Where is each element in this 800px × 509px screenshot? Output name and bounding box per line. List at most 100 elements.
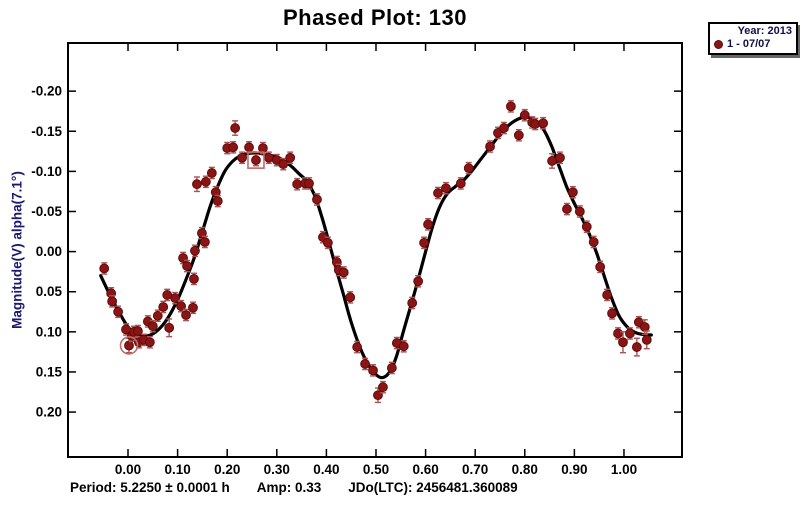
data-point xyxy=(176,301,186,312)
data-point xyxy=(197,228,207,239)
data-point xyxy=(345,292,356,303)
data-point xyxy=(170,293,181,304)
data-point xyxy=(133,326,143,336)
data-point xyxy=(641,334,652,345)
data-point xyxy=(278,159,289,170)
amplitude-value: Amp: 0.33 xyxy=(256,480,322,495)
data-point xyxy=(352,342,363,352)
data-point xyxy=(419,237,430,248)
y-tick-label: 0.10 xyxy=(36,324,62,339)
data-point xyxy=(304,178,314,189)
data-point xyxy=(190,245,200,256)
data-point xyxy=(574,206,585,217)
x-tick-label: 0.20 xyxy=(214,462,240,477)
data-point xyxy=(164,322,175,333)
data-point xyxy=(99,263,110,274)
legend-box: Year: 2013 1 - 07/07 xyxy=(708,22,798,55)
fit-curve xyxy=(99,115,653,380)
legend-session-entry: 1 - 07/07 xyxy=(714,38,792,51)
chart-title: Phased Plot: 130 xyxy=(282,5,468,30)
legend-session-label: 1 - 07/07 xyxy=(727,38,771,50)
data-point xyxy=(562,204,572,214)
data-point xyxy=(312,194,322,205)
data-point xyxy=(625,328,635,339)
data-point xyxy=(200,176,211,187)
data-point xyxy=(199,237,210,247)
data-point xyxy=(455,178,466,189)
data-point xyxy=(485,141,495,152)
data-point xyxy=(338,267,349,278)
x-tick-label: 0.00 xyxy=(115,462,141,477)
data-point xyxy=(113,306,123,317)
data-point xyxy=(607,308,617,319)
x-tick-label: 0.60 xyxy=(412,462,438,477)
data-point xyxy=(433,188,443,198)
data-point xyxy=(107,296,118,307)
x-tick-label: 1.00 xyxy=(611,462,637,477)
x-tick-label: 0.40 xyxy=(313,462,339,477)
data-point xyxy=(519,110,530,121)
data-point xyxy=(181,310,191,320)
data-point xyxy=(230,123,241,133)
y-tick-label: 0.20 xyxy=(36,405,62,420)
data-point xyxy=(555,152,565,163)
plot-frame xyxy=(67,42,683,458)
y-tick-label: -0.10 xyxy=(31,164,62,179)
legend-year-label: Year: 2013 xyxy=(737,25,792,37)
data-point xyxy=(581,221,592,232)
data-point xyxy=(147,321,158,332)
data-point xyxy=(192,179,202,190)
x-tick-label: 0.10 xyxy=(164,462,190,477)
y-tick-label: 0.05 xyxy=(36,284,63,299)
data-point xyxy=(595,261,606,272)
data-point xyxy=(538,118,549,129)
x-tick-label: 0.50 xyxy=(363,462,389,477)
data-point xyxy=(144,337,155,348)
data-point xyxy=(206,168,217,178)
y-tick-label: -0.15 xyxy=(31,124,62,139)
y-tick-label: 0.15 xyxy=(36,364,63,379)
data-point xyxy=(188,302,198,313)
data-point xyxy=(244,142,254,153)
data-point xyxy=(368,365,378,376)
data-point xyxy=(124,340,134,351)
data-point xyxy=(152,310,163,321)
data-point xyxy=(423,219,433,230)
x-tick-label: 0.90 xyxy=(561,462,587,477)
data-point xyxy=(258,143,268,154)
data-point xyxy=(505,101,516,112)
data-point xyxy=(413,276,424,287)
data-point xyxy=(378,382,388,393)
jdo-value: JDo(LTC): 2456481.360089 xyxy=(348,480,518,495)
data-point xyxy=(588,237,599,247)
data-point xyxy=(322,237,333,248)
data-point xyxy=(463,163,474,174)
data-point xyxy=(386,363,397,373)
circled-point-marker xyxy=(119,336,139,355)
period-value: Period: 5.2250 ± 0.0001 h xyxy=(70,480,230,495)
data-point xyxy=(251,155,261,166)
series-marker-icon xyxy=(714,40,723,49)
x-tick-label: 0.30 xyxy=(264,462,290,477)
data-point xyxy=(360,359,370,369)
data-point xyxy=(639,322,650,332)
data-point xyxy=(618,337,628,348)
data-point xyxy=(212,196,223,206)
data-point xyxy=(499,123,509,133)
data-point xyxy=(407,298,418,308)
x-tick-label: 0.70 xyxy=(462,462,488,477)
y-tick-label: -0.05 xyxy=(31,204,62,219)
data-point xyxy=(398,341,409,352)
stats-line: Period: 5.2250 ± 0.0001 h Amp: 0.33 JDo(… xyxy=(70,480,518,495)
data-point xyxy=(613,328,623,339)
data-point xyxy=(441,183,451,194)
data-point xyxy=(513,130,524,141)
data-point xyxy=(285,152,296,163)
data-point xyxy=(237,152,247,163)
data-point xyxy=(292,179,303,190)
data-point xyxy=(263,152,274,163)
y-tick-label: 0.00 xyxy=(36,244,62,259)
data-point xyxy=(158,302,169,312)
data-point xyxy=(182,261,192,271)
